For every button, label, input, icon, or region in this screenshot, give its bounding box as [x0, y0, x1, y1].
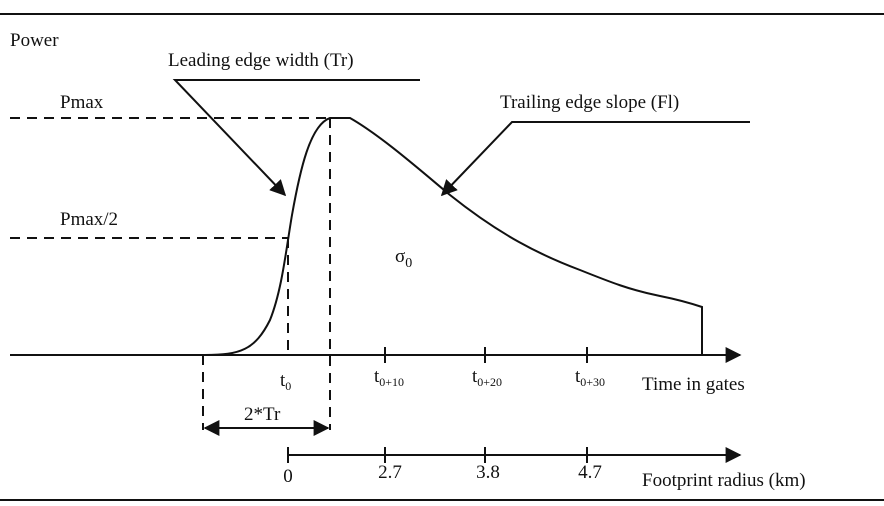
time-tick-label: t0+30	[575, 366, 605, 389]
width-label: 2*Tr	[244, 404, 281, 425]
pmax-label: Pmax	[60, 92, 104, 113]
pmax-half-label: Pmax/2	[60, 209, 118, 230]
trailing-edge-label: Trailing edge slope (Fl)	[500, 92, 679, 113]
footprint-axis-label: Footprint radius (km)	[642, 470, 806, 491]
time-tick-label: t0	[280, 370, 291, 393]
leading-edge-leader	[172, 79, 420, 197]
footprint-tick-label: 4.7	[578, 462, 602, 483]
sigma-label: σ0	[395, 246, 412, 271]
footprint-tick-label: 2.7	[378, 462, 402, 483]
waveform	[204, 117, 703, 356]
power-label: Power	[10, 30, 59, 51]
leading-edge-label: Leading edge width (Tr)	[168, 50, 354, 71]
time-tick-label: t0+20	[472, 366, 502, 389]
time-tick-label: t0+10	[374, 366, 404, 389]
footprint-tick-label: 3.8	[476, 462, 500, 483]
time-axis-label: Time in gates	[642, 374, 745, 395]
footprint-tick-label: 0	[283, 466, 293, 487]
trailing-edge-leader	[440, 121, 750, 197]
